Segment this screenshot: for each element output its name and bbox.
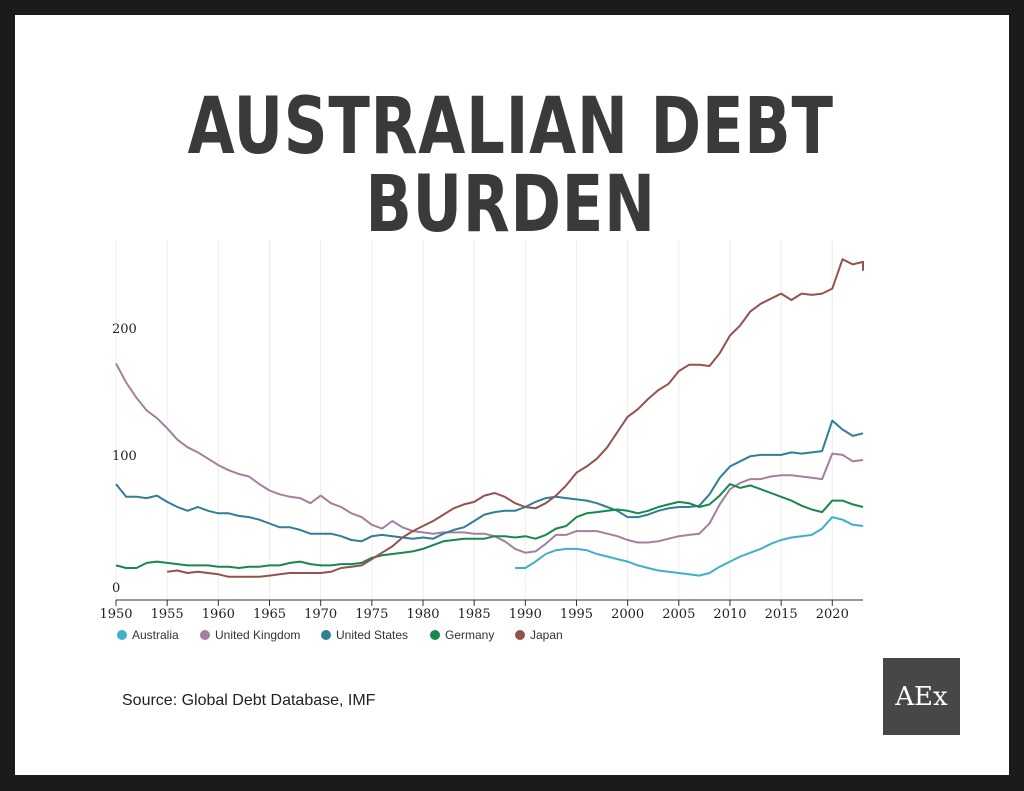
- legend-marker-united-states: [321, 630, 331, 640]
- x-tick-label-2005: 2005: [662, 607, 695, 622]
- y-tick-label-200: 200: [112, 322, 137, 337]
- x-axis: 1950 1955 1960 1965 1970 1975 1980 1985 1990 1995…: [99, 599, 863, 622]
- y-tick-label-0: 0: [112, 581, 120, 596]
- x-tick-label-1995: 1995: [560, 607, 593, 622]
- series-line-united-states: [115, 419, 864, 543]
- x-tick-label-1985: 1985: [458, 607, 491, 622]
- x-tick-label-1970: 1970: [304, 607, 337, 622]
- legend-label-united-states: United States: [336, 628, 408, 642]
- legend-marker-germany: [430, 630, 440, 640]
- legend-label-australia: Australia: [132, 628, 179, 642]
- x-tick-label-2015: 2015: [765, 607, 798, 622]
- series-line-australia: [515, 516, 864, 577]
- x-tick-label-1975: 1975: [355, 607, 388, 622]
- x-tick-label-1960: 1960: [202, 607, 235, 622]
- x-tick-label-2010: 2010: [713, 607, 746, 622]
- x-tick-label-1955: 1955: [151, 607, 184, 622]
- legend-marker-united-kingdom: [200, 630, 210, 640]
- legend-label-united-kingdom: United Kingdom: [215, 628, 300, 642]
- logo-text: AEx: [895, 681, 948, 712]
- series-line-united-kingdom: [115, 363, 864, 554]
- x-tick-label-2020: 2020: [816, 607, 849, 622]
- legend-label-germany: Germany: [445, 628, 494, 642]
- vertical-gridlines: [115, 240, 833, 600]
- legend-marker-australia: [117, 630, 127, 640]
- source-caption: Source: Global Debt Database, IMF: [122, 692, 376, 709]
- x-tick-label-1950: 1950: [99, 607, 132, 622]
- y-axis-labels: 0 100 200: [112, 322, 137, 596]
- aex-logo: AEx: [883, 658, 960, 735]
- chart-card: [15, 15, 1009, 775]
- legend: Australia United Kingdom United States Germ…: [117, 628, 563, 642]
- series-line-japan: [167, 258, 864, 578]
- series-line-germany: [115, 483, 864, 569]
- x-tick-label-1980: 1980: [406, 607, 439, 622]
- y-tick-label-100: 100: [112, 449, 137, 464]
- x-tick-label-1965: 1965: [253, 607, 286, 622]
- x-tick-label-2000: 2000: [611, 607, 644, 622]
- legend-marker-japan: [515, 630, 525, 640]
- series-lines: [115, 258, 864, 578]
- page-title: AUSTRALIAN DEBT BURDEN: [187, 82, 834, 250]
- x-tick-label-1990: 1990: [509, 607, 542, 622]
- legend-label-japan: Japan: [530, 628, 563, 642]
